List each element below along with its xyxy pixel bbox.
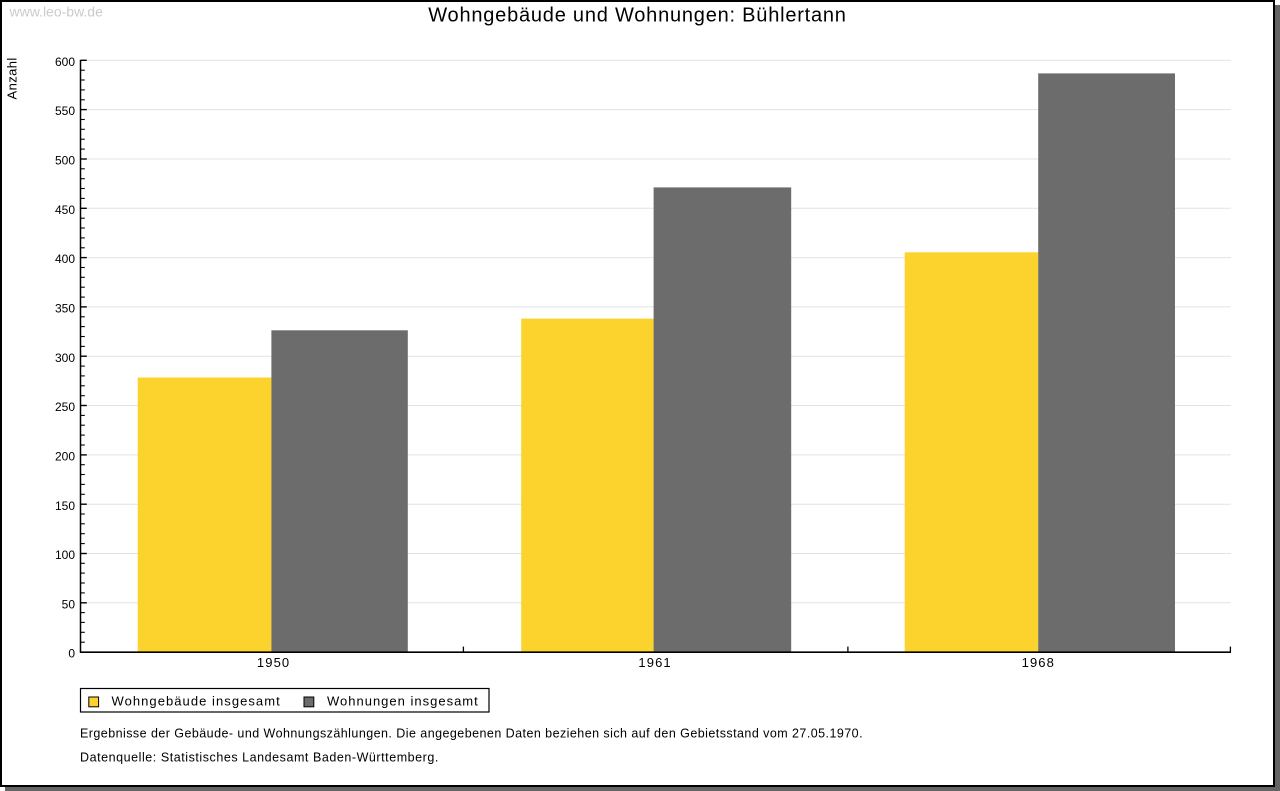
- svg-text:250: 250: [55, 400, 75, 414]
- svg-text:550: 550: [55, 104, 75, 118]
- svg-text:350: 350: [55, 302, 75, 316]
- svg-text:1950: 1950: [257, 655, 290, 670]
- svg-text:1961: 1961: [638, 655, 671, 670]
- svg-text:www.leo-bw.de: www.leo-bw.de: [9, 4, 104, 20]
- svg-text:Datenquelle: Statistisches Lan: Datenquelle: Statistisches Landesamt Bad…: [80, 751, 439, 765]
- svg-text:100: 100: [55, 548, 75, 562]
- svg-text:300: 300: [55, 351, 75, 365]
- svg-text:50: 50: [62, 597, 76, 611]
- svg-text:Anzahl: Anzahl: [5, 57, 20, 99]
- svg-text:Ergebnisse der Gebäude- und Wo: Ergebnisse der Gebäude- und Wohnungszähl…: [80, 727, 863, 741]
- svg-text:1968: 1968: [1022, 655, 1055, 670]
- svg-text:Wohnungen insgesamt: Wohnungen insgesamt: [327, 694, 479, 709]
- svg-text:450: 450: [55, 203, 75, 217]
- svg-text:150: 150: [55, 499, 75, 513]
- svg-text:200: 200: [55, 450, 75, 464]
- svg-text:500: 500: [55, 154, 75, 168]
- svg-text:400: 400: [55, 252, 75, 266]
- svg-text:600: 600: [55, 55, 75, 69]
- svg-text:0: 0: [68, 647, 75, 661]
- svg-text:Wohngebäude insgesamt: Wohngebäude insgesamt: [112, 694, 281, 709]
- svg-text:Wohngebäude und Wohnungen: Büh: Wohngebäude und Wohnungen: Bühlertann: [428, 5, 846, 27]
